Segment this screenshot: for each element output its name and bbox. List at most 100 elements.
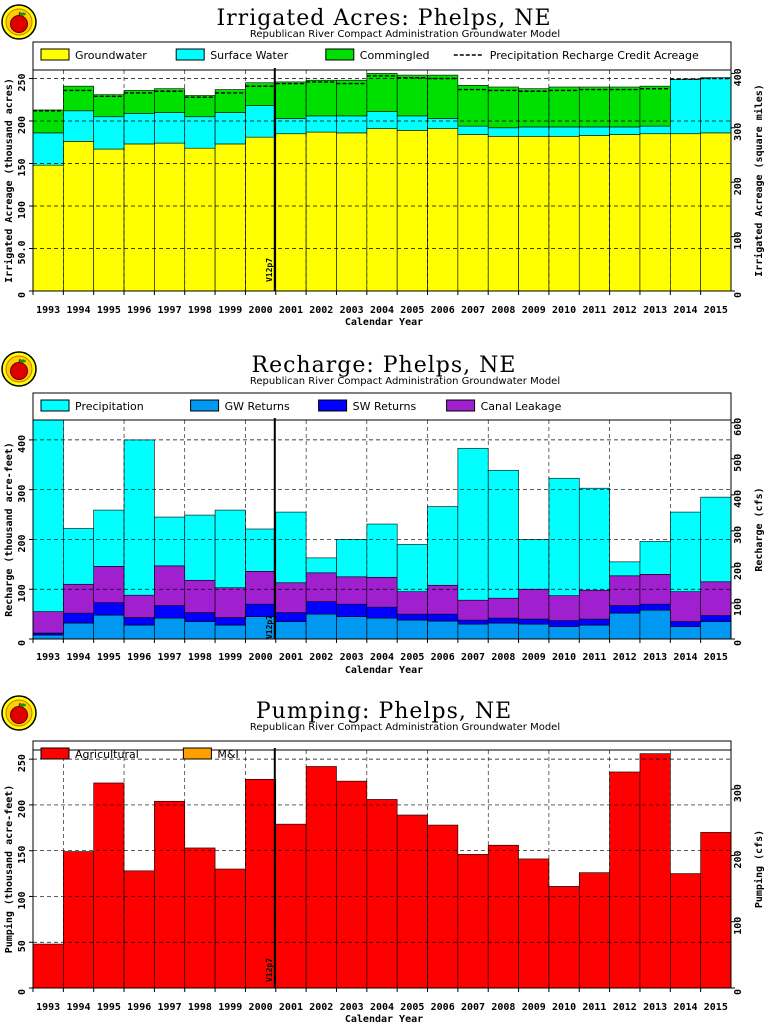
legend-label-commingled: Commingled: [360, 49, 430, 62]
xtick-label-1998: 1998: [188, 305, 212, 316]
legend-swatch-gw-returns: [190, 399, 220, 412]
bar-gw-returns-1993: [32, 634, 64, 640]
xtick-label-1994: 1994: [66, 1002, 90, 1013]
chart-title: Pumping: Phelps, NE: [256, 699, 512, 724]
bar-canal-leakage-2008: [487, 597, 519, 619]
xtick-label-1994: 1994: [66, 305, 90, 316]
ytick-label-200: 200: [17, 800, 28, 818]
bar-precipitation-2009: [518, 539, 550, 590]
bar-precipitation-2001: [275, 511, 307, 584]
bar-agricultural-2003: [336, 780, 368, 989]
bar-gw-returns-1999: [214, 624, 246, 640]
bar-gw-returns-1997: [154, 617, 186, 640]
bar-surface-water-2012: [609, 126, 641, 135]
bar-canal-leakage-1997: [154, 565, 186, 606]
bar-precipitation-2004: [366, 523, 398, 578]
bar-canal-leakage-2009: [518, 588, 550, 620]
legend-label-sw-returns: SW Returns: [353, 400, 417, 413]
apple-icon: [10, 706, 28, 724]
bar-groundwater-2010: [548, 136, 580, 292]
bar-commingled-2007: [457, 85, 489, 127]
bar-groundwater-2015: [700, 132, 732, 292]
xtick-label-2005: 2005: [400, 652, 424, 663]
ytick-right-label-0: 0: [733, 292, 744, 298]
apple-leaf: [20, 359, 26, 363]
irrigated-acres-panel: Irrigated Acres: Phelps, NE Republican Ri…: [0, 0, 768, 342]
bar-groundwater-2008: [487, 136, 519, 292]
xtick-label-2003: 2003: [340, 305, 364, 316]
bar-canal-leakage-2001: [275, 582, 307, 613]
xtick-label-1997: 1997: [158, 1002, 182, 1013]
xlabel: Calendar Year: [345, 665, 423, 676]
bar-canal-leakage-2000: [245, 571, 277, 605]
bar-commingled-2008: [487, 86, 519, 129]
ytick-label-150: 150: [17, 846, 28, 864]
bar-precipitation-2000: [245, 528, 277, 572]
version-marker-label: V12p7: [265, 958, 274, 982]
bar-sw-returns-2013: [639, 603, 671, 611]
bar-gw-returns-2015: [700, 621, 732, 640]
bar-sw-returns-2005: [396, 613, 428, 621]
xtick-label-2003: 2003: [340, 652, 364, 663]
bar-sw-returns-1994: [63, 612, 94, 624]
xtick-label-2001: 2001: [279, 652, 303, 663]
bar-groundwater-2009: [518, 136, 550, 292]
bar-groundwater-1995: [93, 148, 125, 292]
bar-surface-water-2015: [700, 77, 732, 134]
bar-agricultural-2011: [578, 872, 610, 989]
bar-groundwater-1998: [184, 147, 216, 292]
bar-canal-leakage-1995: [93, 566, 125, 603]
bar-gw-returns-2004: [366, 617, 398, 640]
bar-gw-returns-1998: [184, 621, 216, 640]
legend-label-groundwater: Groundwater: [75, 49, 147, 62]
bar-agricultural-2010: [548, 886, 580, 989]
bar-canal-leakage-2002: [305, 572, 337, 602]
bar-sw-returns-2000: [245, 603, 277, 617]
ytick-label-100: 100: [17, 584, 28, 602]
bar-sw-returns-2007: [457, 619, 489, 625]
bar-groundwater-1999: [214, 143, 246, 292]
bar-commingled-1997: [154, 88, 186, 113]
apple-stem: [18, 358, 21, 364]
xtick-label-2004: 2004: [370, 305, 394, 316]
xtick-label-2011: 2011: [582, 305, 606, 316]
ylabel-left: Recharge (thousand acre-feet): [4, 442, 15, 617]
ytick-label-50: 50.0: [17, 240, 28, 264]
bar-commingled-1995: [93, 94, 125, 118]
bar-gw-returns-2001: [275, 621, 307, 640]
xtick-label-2002: 2002: [309, 1002, 333, 1013]
legend-swatch-groundwater: [40, 48, 70, 61]
legend-box: [32, 392, 732, 421]
apple-icon: [10, 15, 28, 33]
bar-canal-leakage-2007: [457, 599, 489, 621]
plot-frame: [32, 419, 732, 640]
xtick-label-2000: 2000: [249, 1002, 273, 1013]
ytick-label-250: 250: [17, 73, 28, 91]
bar-groundwater-2003: [336, 132, 368, 292]
bar-surface-water-1998: [184, 116, 216, 149]
bar-agricultural-2002: [305, 766, 337, 989]
logo-icon: [1, 695, 37, 731]
ytick-right-label-600: 600: [733, 418, 744, 436]
xtick-label-2015: 2015: [704, 1002, 728, 1013]
bar-agricultural-2009: [518, 858, 550, 989]
xtick-label-2006: 2006: [431, 1002, 455, 1013]
bar-surface-water-2006: [427, 118, 459, 129]
plot-frame: [32, 69, 732, 292]
bar-agricultural-1996: [123, 870, 155, 989]
xtick-label-2006: 2006: [431, 305, 455, 316]
bar-surface-water-2014: [670, 79, 701, 135]
bar-commingled-2011: [578, 86, 610, 128]
bar-surface-water-2008: [487, 127, 519, 137]
legend-label-precipitation: Precipitation: [75, 400, 144, 413]
bar-groundwater-2001: [275, 133, 307, 292]
bar-canal-leakage-2011: [578, 589, 610, 620]
xtick-label-2012: 2012: [613, 305, 637, 316]
xtick-label-1994: 1994: [66, 652, 90, 663]
bar-commingled-2010: [548, 86, 580, 128]
bar-sw-returns-2004: [366, 606, 398, 619]
bar-commingled-1993: [32, 109, 64, 134]
bar-agricultural-1993: [32, 943, 64, 989]
bar-groundwater-2005: [396, 130, 428, 292]
ytick-right-label-0: 0: [733, 640, 744, 646]
